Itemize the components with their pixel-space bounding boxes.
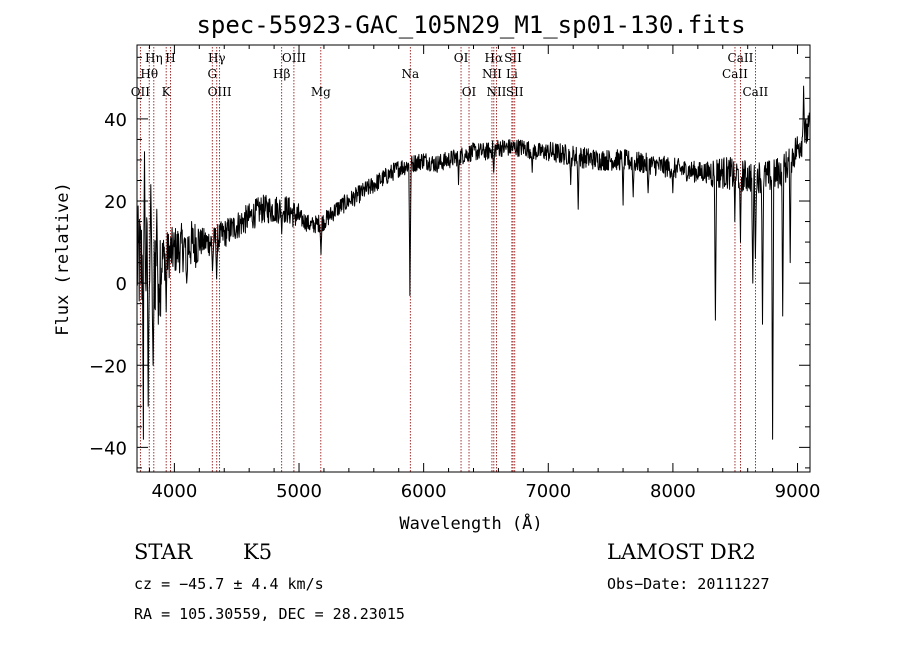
x-tick-label: 9000	[775, 481, 821, 502]
x-tick-label: 6000	[401, 481, 447, 502]
x-tick-label: 8000	[650, 481, 696, 502]
line-marker-label: OI	[462, 85, 477, 99]
y-tick-label: 40	[104, 110, 127, 131]
spectrum-line	[136, 85, 810, 440]
line-marker-label: Li	[506, 67, 518, 81]
line-marker-label: CaII	[722, 67, 748, 81]
line-marker-label: Mg	[311, 85, 331, 99]
object-class: STAR	[134, 540, 193, 564]
line-marker-label: K	[162, 85, 172, 99]
y-tick-label: 0	[116, 274, 127, 295]
survey-name: LAMOST DR2	[607, 540, 756, 564]
line-marker-label: SII	[504, 51, 522, 65]
line-marker-label: Hγ	[208, 51, 226, 65]
line-marker-label: OI	[454, 51, 469, 65]
x-axis-ticks: 4000 5000 6000 7000 8000 9000	[148, 45, 821, 502]
line-marker-label: OII	[131, 85, 151, 99]
x-tick-label: 5000	[276, 481, 322, 502]
line-marker-label: CaII	[742, 85, 768, 99]
observation-date: Obs−Date: 20111227	[607, 575, 770, 593]
line-marker-label: Hη	[145, 51, 163, 65]
line-marker-label: Na	[401, 67, 419, 81]
line-marker-label: H	[165, 51, 175, 65]
y-axis-label: Flux (relative)	[53, 182, 73, 336]
line-marker-label: NII	[482, 67, 502, 81]
object-subclass: K5	[243, 540, 272, 564]
line-marker-label: Hα	[485, 51, 504, 65]
line-marker-label: OIII	[282, 51, 306, 65]
x-tick-label: 7000	[525, 481, 571, 502]
x-tick-label: 4000	[151, 481, 197, 502]
redshift-velocity: cz = −45.7 ± 4.4 km/s	[134, 575, 324, 593]
line-marker-label: Hθ	[140, 67, 158, 81]
line-marker-label: CaII	[728, 51, 754, 65]
x-axis-label: Wavelength (Å)	[399, 512, 542, 534]
y-tick-label: −40	[89, 438, 127, 459]
plot-frame	[136, 44, 811, 473]
line-marker-label: NII	[486, 85, 506, 99]
chart-title: spec-55923-GAC_105N29_M1_sp01-130.fits	[196, 11, 745, 39]
line-marker-label: OIII	[208, 85, 232, 99]
line-marker-label: G	[207, 67, 217, 81]
y-axis-ticks: −40 −20 0 20 40	[89, 56, 810, 469]
sky-coordinates: RA = 105.30559, DEC = 28.23015	[134, 605, 405, 623]
y-tick-label: −20	[89, 356, 127, 377]
y-tick-label: 20	[104, 192, 127, 213]
line-marker-label: Hβ	[273, 67, 290, 81]
line-marker-label: SII	[506, 85, 524, 99]
